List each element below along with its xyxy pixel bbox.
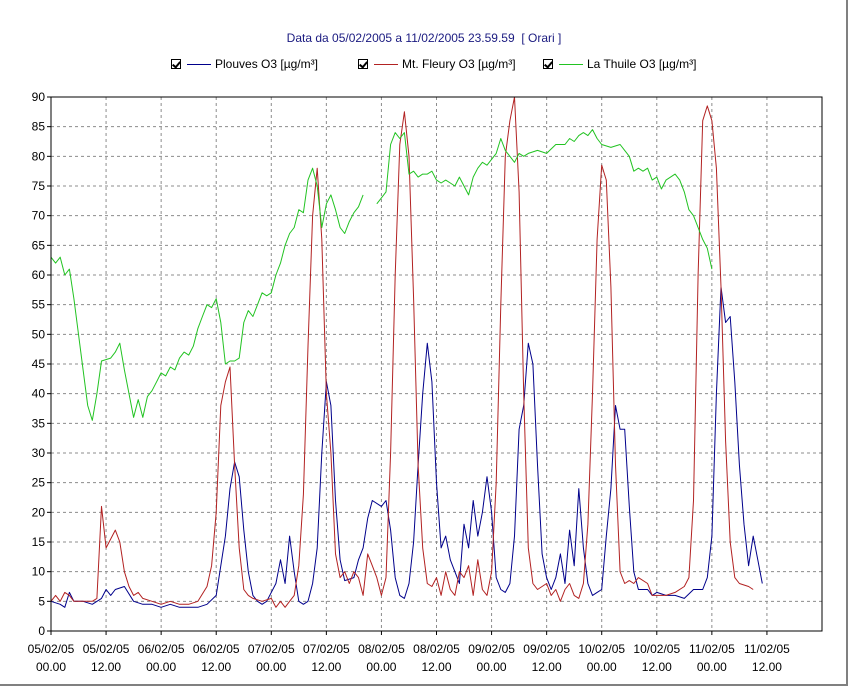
legend-checkbox-plouves[interactable] (171, 59, 181, 69)
x-axis: 05/02/05 00.00 05/02/05 12.00 06/02/05 00.00 0… (28, 631, 790, 674)
x-tick-label-date: 07/02/05 (248, 642, 295, 656)
x-tick-label-time: 00.00 (587, 660, 617, 674)
x-tick-label-date: 05/02/05 (28, 642, 75, 656)
legend-checkbox-mt-fleury[interactable] (358, 59, 368, 69)
y-axis: 0 5 10 15 20 25 30 35 40 45 50 55 60 65 70 75 80 85 90 (32, 90, 51, 638)
y-tick-label: 65 (32, 238, 46, 252)
x-tick-label-date: 11/02/05 (689, 642, 735, 656)
x-tick-label-time: 00.00 (366, 660, 396, 674)
x-tick-label-date: 08/02/05 (358, 642, 405, 656)
y-tick-label: 40 (32, 387, 46, 401)
y-tick-label: 20 (32, 505, 46, 519)
x-tick-label-time: 12.00 (311, 660, 341, 674)
y-tick-label: 35 (32, 416, 46, 430)
legend-swatch-plouves (187, 63, 211, 65)
legend: Plouves O3 [µg/m³] Mt. Fleury O3 [µg/m³]… (0, 56, 848, 72)
x-tick-label-time: 12.00 (421, 660, 451, 674)
y-tick-label: 70 (32, 209, 46, 223)
y-tick-label: 25 (32, 476, 46, 490)
y-tick-label: 10 (32, 565, 46, 579)
legend-swatch-mt-fleury (374, 63, 398, 65)
y-tick-label: 0 (38, 624, 45, 638)
chart-title: Data da 05/02/2005 a 11/02/2005 23.59.59… (286, 31, 562, 45)
grid-lines (51, 97, 822, 631)
legend-item-mt-fleury[interactable]: Mt. Fleury O3 [µg/m³] (358, 56, 516, 72)
x-tick-label-time: 00.00 (697, 660, 727, 674)
x-tick-label-date: 10/02/05 (578, 642, 625, 656)
x-tick-label-time: 00.00 (256, 660, 286, 674)
x-tick-label-date: 09/02/05 (468, 642, 515, 656)
y-tick-label: 50 (32, 327, 46, 341)
y-tick-label: 45 (32, 357, 46, 371)
series-line-plouves (50, 286, 763, 608)
x-tick-label-time: 00.00 (146, 660, 176, 674)
x-tick-label-time: 12.00 (201, 660, 231, 674)
legend-item-la-thuile[interactable]: La Thuile O3 [µg/m³] (543, 56, 696, 72)
x-tick-label-date: 06/02/05 (193, 642, 240, 656)
x-tick-label-time: 12.00 (752, 660, 782, 674)
x-tick-label-time: 00.00 (477, 660, 507, 674)
x-tick-label-date: 06/02/05 (138, 642, 185, 656)
y-tick-label: 5 (38, 594, 45, 608)
series-line-mt-fleury (50, 96, 754, 608)
legend-label-la-thuile: La Thuile O3 [µg/m³] (587, 57, 697, 71)
y-tick-label: 90 (32, 90, 46, 104)
y-tick-label: 85 (32, 120, 46, 134)
x-tick-label-date: 11/02/05 (744, 642, 790, 656)
y-tick-label: 60 (32, 268, 46, 282)
y-tick-label: 15 (32, 535, 46, 549)
legend-item-plouves[interactable]: Plouves O3 [µg/m³] (171, 56, 318, 72)
y-tick-label: 55 (32, 298, 46, 312)
y-tick-label: 30 (32, 446, 46, 460)
x-tick-label-date: 08/02/05 (413, 642, 460, 656)
series-line-la-thuile (50, 129, 713, 421)
y-tick-label: 75 (32, 179, 46, 193)
legend-label-plouves: Plouves O3 [µg/m³] (215, 57, 318, 71)
legend-checkbox-la-thuile[interactable] (543, 59, 553, 69)
x-tick-label-date: 05/02/05 (83, 642, 130, 656)
series-lines (50, 96, 763, 608)
x-tick-label-time: 12.00 (532, 660, 562, 674)
x-tick-label-time: 12.00 (91, 660, 121, 674)
x-tick-label-date: 10/02/05 (633, 642, 680, 656)
x-tick-label-time: 00.00 (36, 660, 66, 674)
y-tick-label: 80 (32, 149, 46, 163)
x-tick-label-date: 07/02/05 (303, 642, 350, 656)
legend-label-mt-fleury: Mt. Fleury O3 [µg/m³] (402, 57, 516, 71)
legend-swatch-la-thuile (559, 63, 583, 65)
x-tick-label-time: 12.00 (642, 660, 672, 674)
x-tick-label-date: 09/02/05 (523, 642, 570, 656)
